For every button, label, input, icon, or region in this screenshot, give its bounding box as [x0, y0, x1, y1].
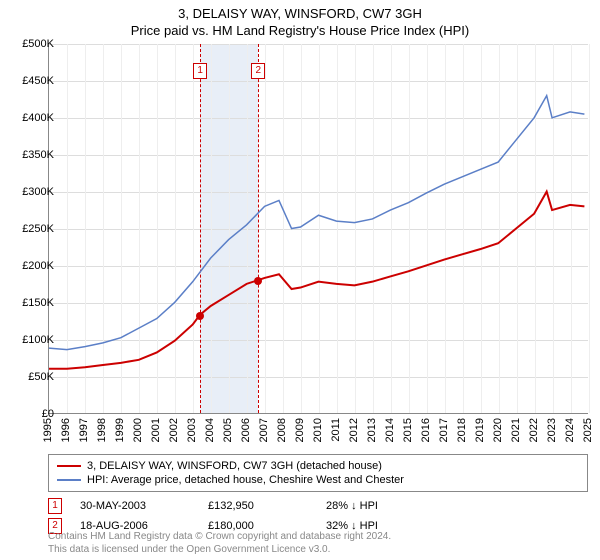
- x-tick-label: 2008: [276, 418, 288, 442]
- x-tick-label: 1996: [60, 418, 72, 442]
- y-tick-label: £50K: [10, 371, 54, 383]
- y-tick-label: £350K: [10, 149, 54, 161]
- x-tick-label: 2020: [492, 418, 504, 442]
- sale-marker-1: 1: [48, 498, 62, 514]
- legend-item-red: 3, DELAISY WAY, WINSFORD, CW7 3GH (detac…: [57, 459, 579, 473]
- legend-label-blue: HPI: Average price, detached house, Ches…: [87, 474, 404, 486]
- x-tick-label: 2006: [240, 418, 252, 442]
- x-tick-label: 2004: [204, 418, 216, 442]
- legend-label-red: 3, DELAISY WAY, WINSFORD, CW7 3GH (detac…: [87, 460, 382, 472]
- sale-date-1: 30-MAY-2003: [80, 500, 190, 512]
- x-tick-label: 2018: [456, 418, 468, 442]
- chart-plot-area: 12: [48, 44, 588, 414]
- sale-marker-dot: [254, 277, 262, 285]
- gridline-vertical: [589, 44, 590, 413]
- sale-marker-dot: [196, 312, 204, 320]
- x-tick-label: 1997: [78, 418, 90, 442]
- legend-swatch-red: [57, 465, 81, 467]
- y-tick-label: £250K: [10, 223, 54, 235]
- x-tick-label: 2022: [528, 418, 540, 442]
- x-tick-label: 2014: [384, 418, 396, 442]
- legend-item-blue: HPI: Average price, detached house, Ches…: [57, 473, 579, 487]
- x-tick-label: 2003: [186, 418, 198, 442]
- x-tick-label: 2015: [402, 418, 414, 442]
- x-tick-label: 1999: [114, 418, 126, 442]
- attribution-line-1: Contains HM Land Registry data © Crown c…: [48, 531, 391, 542]
- x-tick-label: 1998: [96, 418, 108, 442]
- plot-region: 12: [49, 44, 588, 413]
- x-tick-label: 2017: [438, 418, 450, 442]
- y-tick-label: £100K: [10, 334, 54, 346]
- figure-container: 3, DELAISY WAY, WINSFORD, CW7 3GH Price …: [0, 0, 600, 560]
- x-tick-label: 2012: [348, 418, 360, 442]
- y-tick-label: £150K: [10, 297, 54, 309]
- attribution-line-2: This data is licensed under the Open Gov…: [48, 544, 330, 555]
- x-tick-label: 2009: [294, 418, 306, 442]
- series-svg: [49, 44, 588, 413]
- chart-title: 3, DELAISY WAY, WINSFORD, CW7 3GH: [0, 0, 600, 21]
- sale-row-1: 1 30-MAY-2003 £132,950 28% ↓ HPI: [48, 498, 588, 514]
- x-tick-label: 2000: [132, 418, 144, 442]
- x-tick-label: 1995: [42, 418, 54, 442]
- x-tick-label: 2019: [474, 418, 486, 442]
- x-tick-label: 2011: [330, 418, 342, 442]
- chart-subtitle: Price paid vs. HM Land Registry's House …: [0, 21, 600, 42]
- legend-box: 3, DELAISY WAY, WINSFORD, CW7 3GH (detac…: [48, 454, 588, 492]
- x-tick-label: 2002: [168, 418, 180, 442]
- y-tick-label: £300K: [10, 186, 54, 198]
- x-tick-label: 2001: [150, 418, 162, 442]
- y-tick-label: £200K: [10, 260, 54, 272]
- legend-swatch-blue: [57, 479, 81, 481]
- series-line-red: [49, 192, 584, 369]
- x-tick-label: 2005: [222, 418, 234, 442]
- attribution-text: Contains HM Land Registry data © Crown c…: [48, 530, 588, 556]
- x-tick-label: 2024: [564, 418, 576, 442]
- x-tick-label: 2013: [366, 418, 378, 442]
- series-line-blue: [49, 96, 584, 350]
- x-tick-label: 2007: [258, 418, 270, 442]
- x-tick-label: 2010: [312, 418, 324, 442]
- x-tick-label: 2021: [510, 418, 522, 442]
- y-tick-label: £400K: [10, 112, 54, 124]
- x-tick-label: 2025: [582, 418, 594, 442]
- x-tick-label: 2016: [420, 418, 432, 442]
- x-tick-label: 2023: [546, 418, 558, 442]
- sale-relative-1: 28% ↓ HPI: [326, 500, 588, 512]
- sale-price-1: £132,950: [208, 500, 308, 512]
- y-tick-label: £450K: [10, 75, 54, 87]
- y-tick-label: £500K: [10, 38, 54, 50]
